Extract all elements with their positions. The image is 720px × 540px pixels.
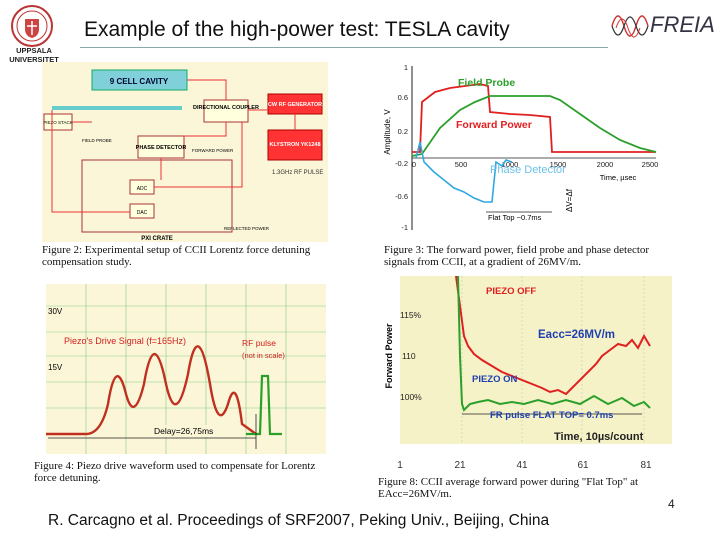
label-reflected-power: REFLECTED POWER	[224, 226, 270, 231]
fig8-ylabel: Forward Power	[384, 323, 394, 389]
figure2-caption: Figure 2: Experimental setup of CCII Lor…	[42, 244, 311, 268]
figure3-caption: Figure 3: The forward power, field probe…	[384, 244, 650, 268]
fig8-label-on: PIEZO ON	[472, 374, 518, 385]
uppsala-university-seal	[6, 4, 58, 62]
fig8-xtick: 81	[640, 460, 652, 471]
block-coupler: DIRECTIONAL COUPLER	[193, 105, 259, 111]
figure8-caption: Figure 8: CCII average forward power dur…	[378, 476, 639, 500]
fig3-label-forward-power: Forward Power	[456, 119, 532, 131]
fig3-xtick: 2000	[597, 160, 614, 169]
figure4-caption: Figure 4: Piezo drive waveform used to c…	[34, 460, 316, 484]
figure3-plot: Amplitude, V 1 0.6 0.2 -0.2 -0.6 -1 0 50…	[380, 62, 666, 238]
fig3-label-phase-detector: Phase Detector	[490, 164, 566, 176]
fig8-xtick: 61	[577, 460, 589, 471]
block-adc: ADC	[137, 186, 148, 192]
block-piezo: PIEZO STACK	[43, 120, 72, 125]
title-divider	[80, 47, 608, 48]
block-cavity: 9 CELL CAVITY	[110, 77, 169, 86]
citation-footer: R. Carcagno et al. Proceedings of SRF200…	[48, 512, 550, 529]
fig8-xtick: 1	[397, 460, 403, 471]
fig8-label-off: PIEZO OFF	[486, 286, 536, 297]
fig8-label-flat: FR pulse FLAT TOP= 0.7ms	[490, 410, 613, 421]
fig4-label-rf-note: (not in scale)	[242, 351, 285, 360]
fig3-ylabel: Amplitude, V	[383, 109, 392, 155]
label-forward-power: FORWARD POWER	[192, 148, 234, 153]
fig3-xtick: 500	[455, 160, 468, 169]
fig4-label-drive: Piezo's Drive Signal (f=165Hz)	[64, 336, 186, 346]
label-rf-pulse: 1.3GHz RF PULSE	[272, 170, 323, 176]
freia-logo-text: FREIA	[650, 12, 715, 37]
fig8-ytick: 115%	[400, 310, 422, 320]
page-number: 4	[668, 497, 675, 511]
fig3-label-flat-top: Flat Top ~0.7ms	[488, 213, 542, 222]
fig3-ytick: -0.6	[395, 192, 408, 201]
block-generator: CW RF GENERATOR	[268, 102, 322, 108]
block-dac: DAC	[137, 210, 148, 216]
fig8-ytick: 110	[402, 351, 416, 361]
fig3-label-field-probe: Field Probe	[458, 77, 515, 89]
fig3-ytick: -0.2	[395, 159, 408, 168]
fig8-xtick: 21	[454, 460, 466, 471]
fig3-xtick: 1500	[550, 160, 567, 169]
fig3-xlabel: Time, µsec	[600, 173, 637, 182]
university-name: UPPSALA UNIVERSITET	[9, 46, 59, 64]
fig4-label-delay: Delay=26,75ms	[154, 426, 213, 436]
fig3-ytick: 0.2	[398, 127, 408, 136]
fig3-ytick: 1	[404, 63, 408, 72]
fig3-ytick: 0.6	[398, 93, 408, 102]
fig4-label-30v: 30V	[48, 307, 63, 316]
fig3-xtick: 0	[412, 160, 416, 169]
fig8-label-time: Time, 10µs/count	[554, 431, 644, 443]
figure2-diagram: 9 CELL CAVITY DIRECTIONAL COUPLER CW RF …	[42, 62, 328, 242]
block-klystron: KLYSTRON YK1248	[269, 142, 320, 148]
figure4-plot: 30V 15V Piezo's Drive Signal (f=165Hz) R…	[46, 284, 326, 454]
fig4-label-rf: RF pulse	[242, 338, 276, 348]
block-phase: PHASE DETECTOR	[136, 145, 187, 151]
fig3-xtick: 1000	[502, 160, 519, 169]
slide-title: Example of the high-power test: TESLA ca…	[84, 18, 510, 41]
block-crate: PXI CRATE	[141, 236, 173, 242]
fig8-xtick: 41	[516, 460, 528, 471]
label-field-probe: FIELD PROBE	[82, 138, 112, 143]
fig3-xtick: 2500	[642, 160, 659, 169]
fig3-ytick: -1	[401, 223, 408, 232]
freia-logo: FREIA	[610, 4, 716, 46]
fig4-label-15v: 15V	[48, 363, 63, 372]
figure8-plot: Forward Power 115% 110 100% PIEZO OFF PI…	[382, 275, 672, 472]
fig3-label-delta: ΔV=Δf	[565, 188, 574, 212]
fig8-label-eacc: Eacc=26MV/m	[538, 329, 615, 341]
fig8-ytick: 100%	[400, 392, 422, 402]
